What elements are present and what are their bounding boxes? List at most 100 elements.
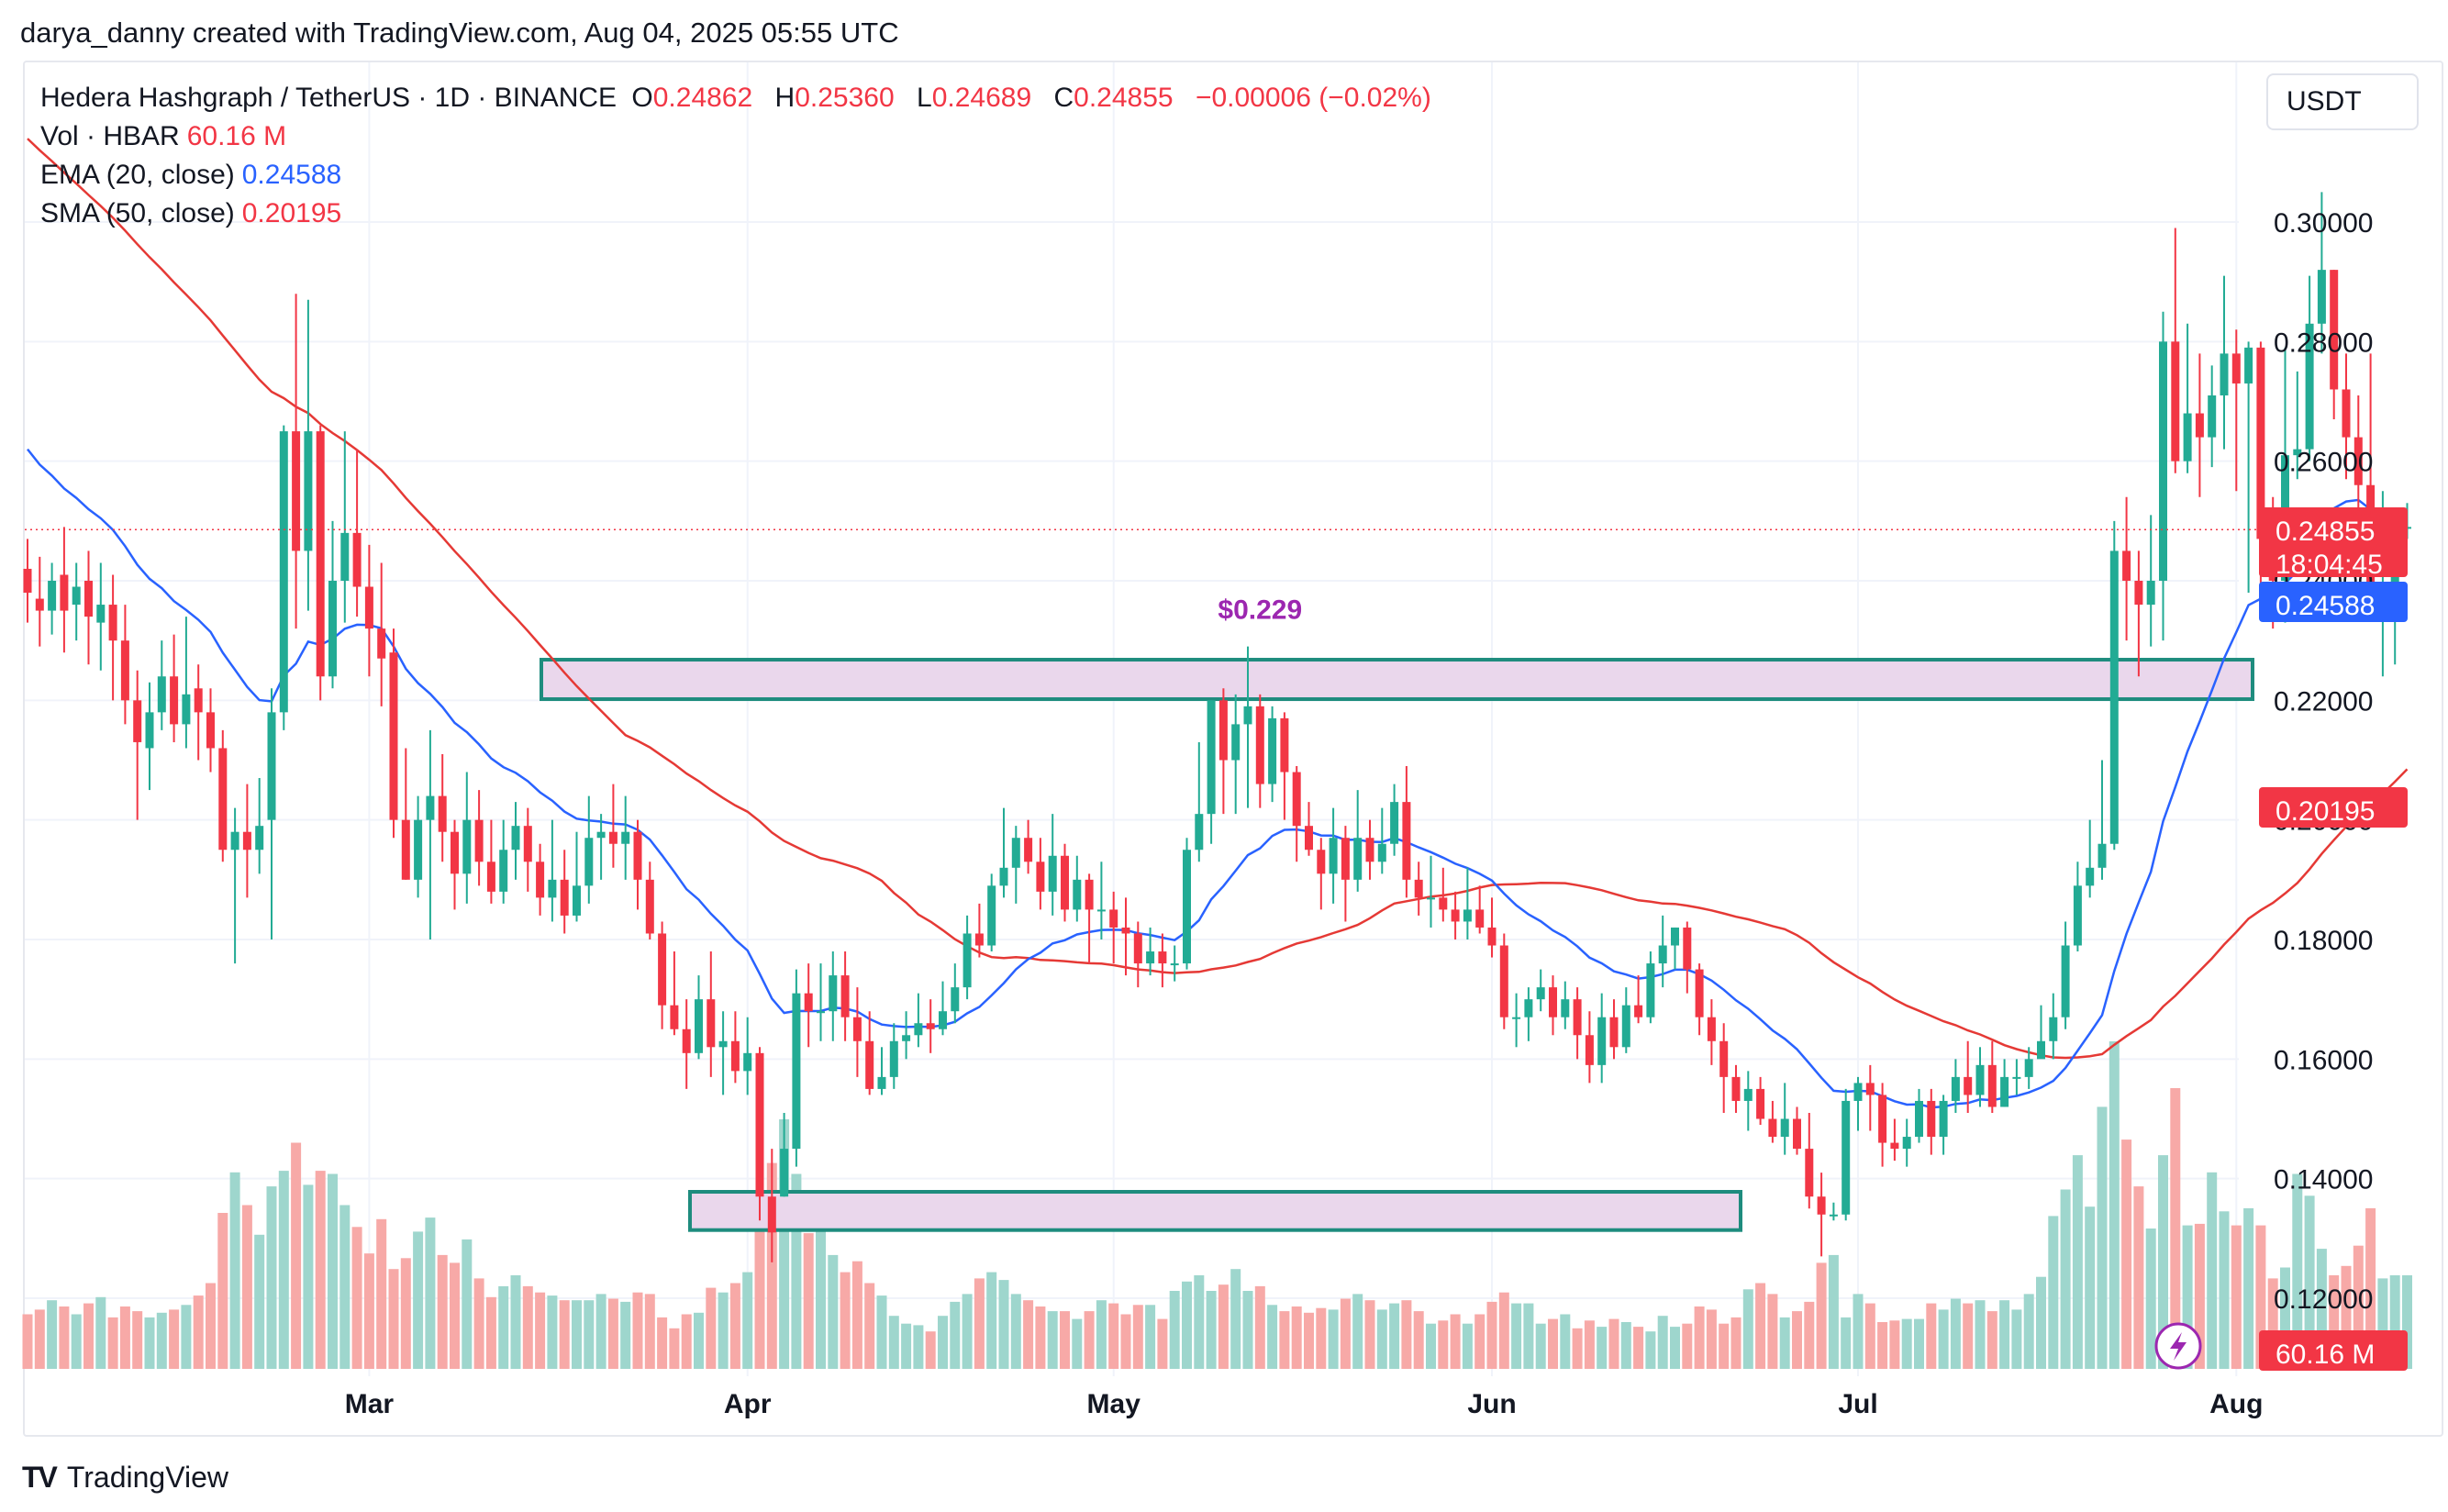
legend-volume-row[interactable]: Vol · HBAR 60.16 M [40,121,294,152]
candle-body [963,933,972,988]
volume-bar [2365,1207,2376,1369]
volume-bar [1218,1284,1229,1369]
candle-body [1317,850,1326,874]
candle-body [974,933,984,946]
candle-body [1414,879,1423,898]
candles [23,192,2411,1262]
candle-body [1133,933,1142,964]
volume-bar [181,1305,192,1369]
volume-bar [1682,1323,1693,1369]
volume-bar [1730,1317,1741,1369]
legend-symbol-row: Hedera Hashgraph / TetherUS · 1D · BINAN… [40,83,1439,114]
candle-body [1048,855,1057,892]
volume-bar [2219,1211,2230,1369]
volume-bar [1694,1306,1705,1369]
volume-bar [938,1316,948,1369]
candle-body [1646,963,1655,1017]
footer-brand[interactable]: TV TradingView [22,1461,228,1495]
candle-body [1218,700,1228,761]
volume-bar [34,1309,45,1369]
volume-bar [1719,1323,1730,1369]
candle-body [1719,1040,1729,1077]
volume-bar [572,1300,582,1369]
chart-panel[interactable] [23,61,2443,1437]
volume-bar [119,1306,130,1369]
candle-body [1585,1035,1594,1065]
legend-ema-row[interactable]: EMA (20, close) 0.24588 [40,160,349,191]
candle-body [1341,838,1350,880]
last-price-badge-text: 18:04:45 [2276,550,2383,580]
volume-bar [2133,1186,2144,1369]
candle-body [1096,909,1106,912]
candle-body [2330,270,2339,390]
volume-bar [1523,1303,1534,1369]
volume-bar [1779,1317,1790,1369]
volume-bar [2329,1275,2340,1369]
volume-bar [607,1298,618,1369]
volume-bar [1096,1300,1107,1369]
candle-body [462,819,472,874]
volume-bar [241,1205,252,1369]
tradingview-logo-icon: TV [22,1461,58,1494]
candle-body [1975,1064,1985,1095]
candle-body [1487,927,1497,946]
candle-body [1658,945,1667,964]
candle-body [1597,1017,1607,1065]
volume-bar [681,1314,692,1369]
candle-body [560,879,569,916]
volume-bar [657,1317,668,1369]
volume-bar [729,1283,740,1369]
volume-bar [1120,1314,1131,1369]
candle-body [1305,826,1313,850]
candle-body [951,987,960,1012]
volume-bar [1426,1323,1436,1369]
volume-bar [303,1184,314,1369]
candle-body [340,532,350,581]
low-label: L [917,83,932,113]
candle-body [2208,395,2217,438]
volume-bar [974,1278,985,1369]
volume-bar [169,1309,180,1369]
volume-bar [851,1261,862,1369]
open-label: O [631,83,653,113]
candle-body [60,574,69,611]
candle-body [1255,706,1264,784]
volume-bar [1597,1327,1608,1369]
chart-credit: darya_danny created with TradingView.com… [20,17,899,49]
candle-body [2000,1076,2009,1107]
candle-body [1793,1118,1801,1150]
candle-body [840,975,850,1017]
candle-body [1731,1076,1741,1101]
candle-body [1109,909,1118,928]
low-value: 0.24689 [931,83,1032,113]
volume-bar [1047,1311,1058,1369]
volume-bar [754,1211,765,1369]
tradingview-wordmark: TradingView [66,1461,228,1494]
candle-body [401,819,410,880]
candle-body [133,700,142,742]
volume-bar [2145,1228,2156,1369]
volume-bar [22,1314,33,1369]
volume-bar [1792,1311,1802,1369]
volume-bar [206,1283,216,1369]
candle-body [1829,1214,1838,1217]
currency-button[interactable]: USDT [2266,73,2419,130]
volume-bar [107,1317,118,1369]
volume-bar [156,1312,167,1369]
volume-bar [1084,1311,1095,1369]
volume-bar [584,1300,595,1369]
candle-body [1499,945,1508,1017]
y-tick-label: 0.30000 [2274,208,2373,239]
candle-body [486,862,495,892]
volume-bar [1767,1294,1778,1369]
volume-bar [1841,1317,1852,1369]
candle-body [1231,724,1241,761]
candle-body [218,748,228,850]
candle-body [1902,1137,1911,1150]
grid [25,62,2239,1376]
candle-body [2109,550,2119,844]
y-tick-label: 0.26000 [2274,448,2373,478]
legend-sma-row[interactable]: SMA (50, close) 0.20195 [40,198,349,229]
symbol-label[interactable]: Hedera Hashgraph / TetherUS · 1D · BINAN… [40,83,618,113]
